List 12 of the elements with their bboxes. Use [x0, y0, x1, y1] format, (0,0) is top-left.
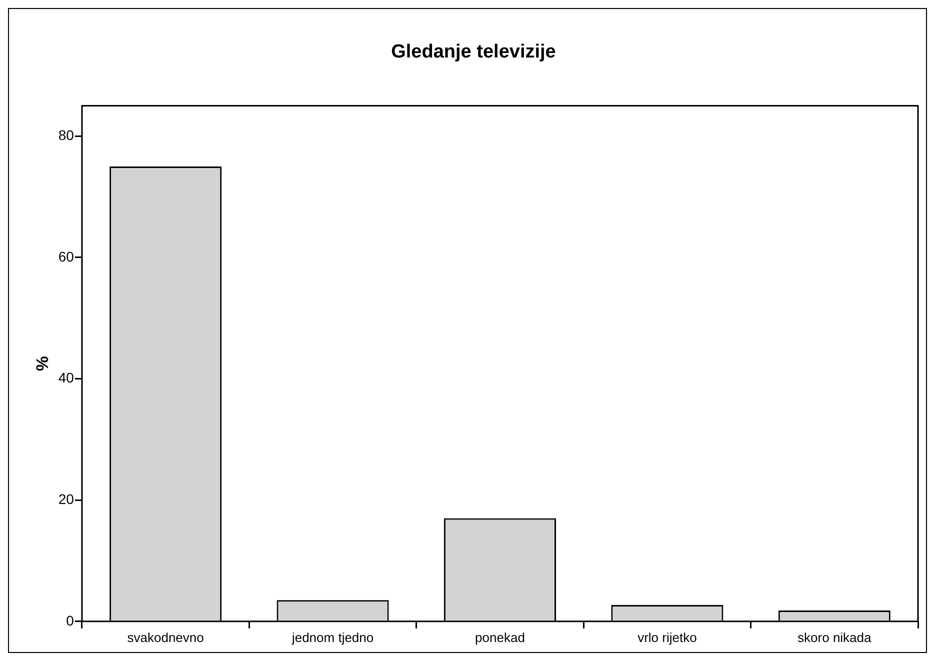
y-tick-label: 80 — [58, 126, 74, 143]
x-tick-label: ponekad — [475, 630, 525, 645]
chart-title: Gledanje televizije — [391, 42, 556, 63]
y-tick-label: 40 — [58, 370, 74, 386]
y-tick-label: 60 — [58, 248, 74, 264]
y-tick-label: 20 — [58, 490, 74, 507]
x-tick-label: vrlo rijetko — [638, 630, 697, 645]
x-tick-label: jednom tjedno — [290, 630, 374, 645]
x-tick-label: svakodnevno — [127, 630, 204, 645]
y-axis-title: % — [32, 356, 52, 372]
x-tick-label: skoro nikada — [798, 630, 872, 645]
y-tick-label: 0 — [66, 612, 74, 628]
